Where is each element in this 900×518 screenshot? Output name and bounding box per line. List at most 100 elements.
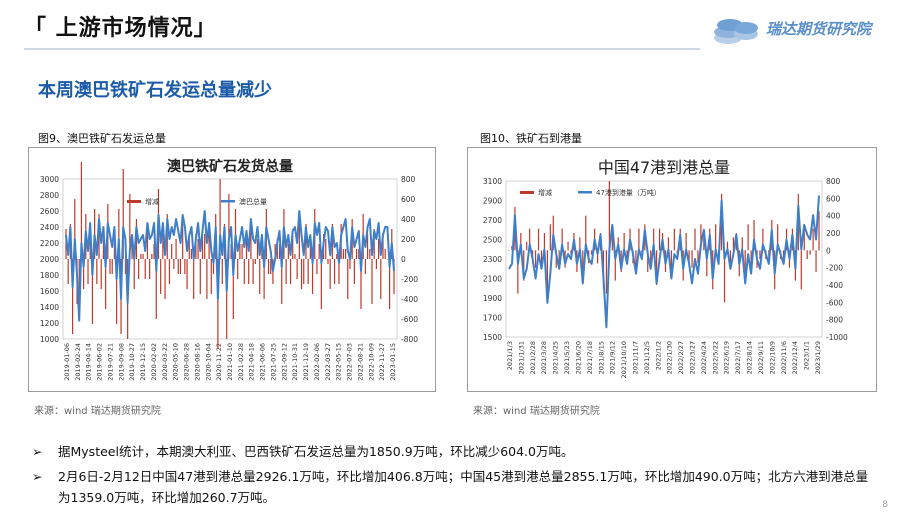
y-right-tick-label: -400	[826, 281, 843, 290]
bar	[252, 259, 254, 284]
bar	[723, 250, 726, 303]
bar	[206, 259, 208, 299]
bar	[309, 244, 311, 259]
bar	[171, 244, 173, 259]
bar	[647, 250, 649, 272]
bar	[747, 224, 749, 251]
bar	[160, 259, 162, 294]
bar	[254, 259, 256, 264]
y-left-tick-label: 1000	[40, 335, 59, 344]
x-tick-label: 2019-07-21	[106, 343, 114, 381]
bar	[67, 259, 69, 284]
x-tick-label: 2021-01-10	[226, 343, 234, 381]
y-left-tick-label: 2200	[40, 239, 59, 248]
chart-2-svg: 中国47港到港总量 1500 1700 1900 2100 2300 2500 2700 290…	[483, 158, 848, 378]
x-tick-label: 2022/6/19	[723, 341, 731, 374]
y-right-tick-label: -200	[401, 275, 418, 284]
bar	[694, 228, 696, 251]
bar	[311, 259, 314, 294]
bar	[585, 215, 587, 251]
bar	[102, 239, 105, 259]
bar	[336, 254, 338, 259]
bar	[182, 224, 184, 259]
y-right-tick-label: 400	[826, 212, 841, 221]
bar	[741, 237, 743, 251]
bar	[520, 233, 522, 251]
bar	[243, 259, 245, 284]
bar	[688, 250, 690, 264]
bar	[94, 209, 96, 259]
bar	[508, 250, 510, 251]
y-right-tick-label: 800	[826, 177, 841, 186]
bar	[298, 219, 300, 259]
bar	[239, 244, 241, 259]
y-right-tick-label: -400	[401, 295, 418, 304]
x-tick-label: 2020-02-02	[150, 343, 158, 381]
bar	[658, 228, 661, 251]
x-tick-label: 2022-08-21	[356, 343, 364, 381]
bar	[285, 259, 287, 284]
y-right-tick-label: 600	[401, 195, 416, 204]
bar	[526, 241, 528, 251]
x-tick-label: 2021-02-28	[237, 343, 245, 381]
x-tick-label: 2022-07-03	[346, 343, 354, 381]
y-right-tick-label: 200	[401, 235, 416, 244]
bar	[184, 259, 186, 274]
bar	[208, 234, 210, 259]
bar	[552, 215, 554, 251]
bar	[116, 259, 118, 324]
bar	[199, 259, 201, 294]
x-tick-label: 2022-11-27	[378, 343, 386, 381]
bar	[305, 224, 307, 259]
legend-label: 澳巴总量	[239, 197, 267, 206]
x-tick-label: 2022/10/9	[768, 341, 776, 374]
x-tick-label: 2019-09-08	[117, 343, 125, 381]
bar	[320, 259, 322, 309]
x-tick-label: 2021-09-12	[280, 343, 288, 381]
x-tick-label: 2022-02-06	[313, 343, 321, 381]
bar	[122, 169, 124, 259]
bar	[197, 239, 199, 259]
x-tick-label: 2021/11/7	[631, 341, 639, 374]
y-left-tick-label: 2500	[483, 236, 502, 245]
bar	[377, 239, 380, 259]
bar	[673, 228, 675, 251]
bar	[204, 234, 206, 259]
x-tick-label: 2019-12-15	[139, 343, 147, 381]
y-right-tick-label: 800	[401, 175, 416, 184]
chart-47-ports-arrivals: 中国47港到港总量 1500 1700 1900 2100 2300 2500 2700 290…	[467, 147, 877, 392]
x-tick-label: 2021-10-31	[291, 343, 299, 381]
bar	[155, 259, 157, 319]
x-tick-label: 2022-03-27	[324, 343, 332, 381]
bar	[529, 228, 531, 251]
bar	[105, 259, 107, 309]
chart-australia-brazil-shipments: 澳巴铁矿石发货总量 1000 1200 1400 1600 1800 2000 2200 240…	[28, 147, 436, 392]
x-tick-label: 2019-04-14	[85, 343, 93, 381]
bar	[190, 249, 193, 259]
x-tick-label: 2023/1/29	[814, 341, 822, 374]
bar	[256, 239, 259, 259]
bar	[210, 259, 212, 294]
bar	[219, 179, 221, 259]
x-tick-label: 2021-07-25	[269, 343, 277, 381]
bar	[670, 250, 672, 277]
bar	[294, 254, 296, 259]
bar	[596, 250, 599, 264]
bar	[188, 239, 190, 259]
bar	[800, 250, 802, 290]
y-left-tick-label: 1400	[40, 303, 59, 312]
x-tick-label: 2021/8/15	[597, 341, 605, 374]
bar	[388, 259, 391, 309]
bar	[270, 259, 272, 274]
bar	[782, 250, 785, 259]
x-tick-label: 2023/1/1	[803, 341, 811, 370]
y-left-tick-label: 3100	[483, 177, 502, 186]
bar	[292, 229, 294, 259]
bar	[691, 250, 693, 268]
bar	[384, 249, 386, 259]
bar	[386, 259, 388, 260]
bullet-text-1: 据Mysteel统计，本期澳大利亚、巴西铁矿石发运总量为1850.9万吨，环比减…	[58, 444, 574, 459]
bar	[759, 250, 761, 259]
chart-title: 澳巴铁矿石发货总量	[167, 158, 293, 175]
bar	[605, 250, 608, 294]
